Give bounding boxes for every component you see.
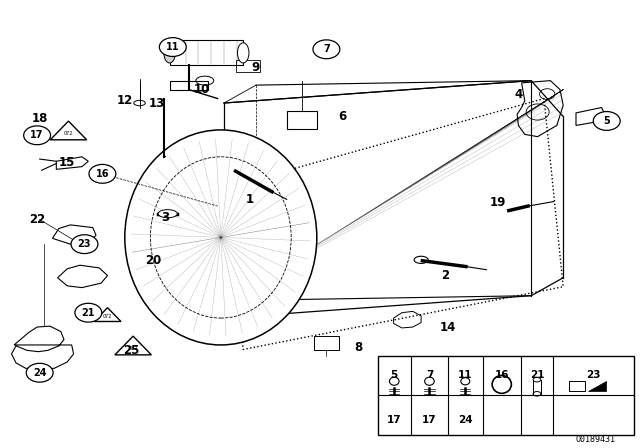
Polygon shape [588, 381, 606, 391]
Text: 23: 23 [77, 239, 92, 249]
Text: 2: 2 [441, 269, 449, 282]
Text: 16: 16 [495, 370, 509, 380]
Text: 5: 5 [390, 370, 398, 380]
Circle shape [313, 40, 340, 59]
Circle shape [24, 126, 51, 145]
Text: 4: 4 [515, 87, 522, 101]
Circle shape [159, 38, 186, 56]
Text: 21: 21 [81, 308, 95, 318]
Text: 14: 14 [440, 320, 456, 334]
Text: 12: 12 [116, 94, 133, 108]
Text: 1: 1 [246, 193, 253, 206]
Text: 7: 7 [323, 44, 330, 54]
Circle shape [26, 363, 53, 382]
Circle shape [71, 235, 98, 254]
Ellipse shape [125, 130, 317, 345]
Text: 10: 10 [193, 83, 210, 96]
Text: 24: 24 [33, 368, 47, 378]
Bar [170, 40, 243, 65]
Text: 072: 072 [103, 314, 112, 319]
Text: 8: 8 [355, 340, 362, 354]
Bar [314, 336, 339, 350]
Text: 072: 072 [129, 345, 138, 350]
Text: 7: 7 [426, 370, 433, 380]
Text: 21: 21 [530, 370, 544, 380]
Text: 11: 11 [458, 370, 472, 380]
Ellipse shape [237, 43, 249, 63]
Ellipse shape [158, 210, 177, 218]
Text: 20: 20 [145, 254, 162, 267]
Text: 23: 23 [586, 370, 600, 380]
Circle shape [593, 112, 620, 130]
Text: 15: 15 [59, 155, 76, 169]
Text: 11: 11 [166, 42, 180, 52]
Ellipse shape [164, 43, 175, 63]
Text: 5: 5 [604, 116, 610, 126]
Circle shape [89, 164, 116, 183]
Text: 3: 3 [161, 211, 169, 224]
Text: O0189431: O0189431 [575, 435, 615, 444]
Text: 6: 6 [339, 110, 346, 123]
Text: 17: 17 [387, 415, 401, 426]
Text: 17: 17 [422, 415, 436, 426]
Text: 25: 25 [123, 344, 140, 357]
Text: 072: 072 [64, 130, 73, 135]
Text: 17: 17 [30, 130, 44, 140]
Circle shape [75, 303, 102, 322]
Text: 24: 24 [458, 415, 472, 426]
Text: 9: 9 [252, 60, 260, 74]
Text: 18: 18 [32, 112, 49, 125]
Text: 19: 19 [490, 196, 506, 209]
Bar [236, 60, 260, 72]
Bar [287, 111, 317, 129]
Text: 16: 16 [95, 169, 109, 179]
Text: 13: 13 [148, 96, 165, 110]
Bar [569, 381, 585, 391]
Text: 22: 22 [29, 213, 45, 226]
Bar [378, 356, 634, 435]
